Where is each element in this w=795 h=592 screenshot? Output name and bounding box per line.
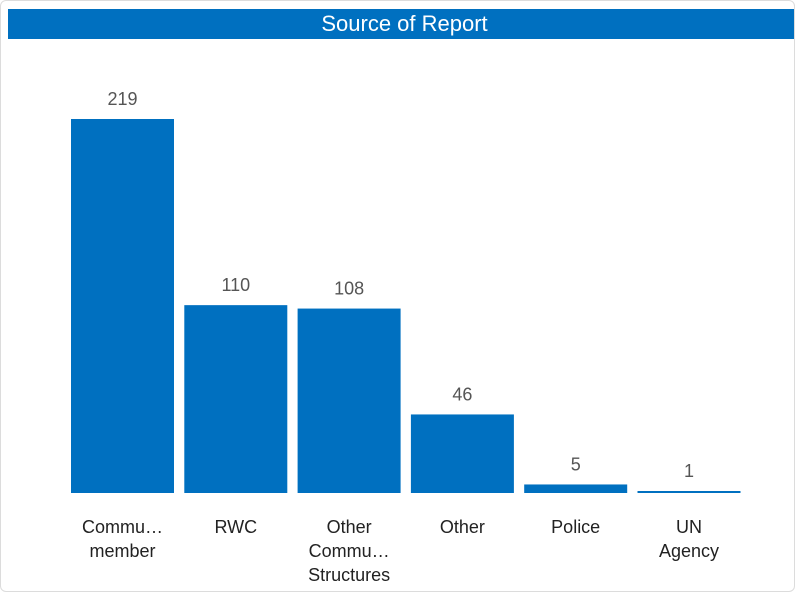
category-label: UN Agency: [659, 517, 719, 561]
category-label-line: Police: [551, 517, 600, 537]
bar-value-label: 46: [452, 384, 472, 404]
category-label-line: Other: [440, 517, 485, 537]
bar-3[interactable]: [297, 308, 401, 493]
bar-2[interactable]: [184, 305, 288, 493]
category-label-line: RWC: [214, 517, 257, 537]
title-bar-background: [8, 9, 794, 39]
bar-5[interactable]: [524, 484, 628, 493]
bar-6[interactable]: [637, 491, 741, 493]
category-label: RWC: [214, 517, 257, 537]
category-label-line: Agency: [659, 541, 719, 561]
category-label-line: Commu…: [309, 541, 390, 561]
category-label: Other: [440, 517, 485, 537]
category-label-line: UN: [676, 517, 702, 537]
chart-title: Source of Report: [321, 11, 488, 36]
category-label-line: Other: [327, 517, 372, 537]
bar-value-label: 5: [571, 454, 581, 474]
bar-1[interactable]: [71, 119, 174, 493]
bar-value-label: 108: [334, 279, 364, 299]
category-label-line: member: [89, 541, 155, 561]
category-label: Other Commu… Structures: [308, 517, 390, 585]
category-label-line: Structures: [308, 565, 390, 585]
bar-4[interactable]: [410, 414, 514, 493]
category-label-line: Commu…: [82, 517, 163, 537]
category-label: Police: [551, 517, 600, 537]
bar-value-label: 219: [107, 89, 137, 109]
bar-value-label: 1: [684, 461, 694, 481]
category-label: Commu… member: [82, 517, 163, 561]
bar-value-label: 110: [221, 275, 250, 295]
